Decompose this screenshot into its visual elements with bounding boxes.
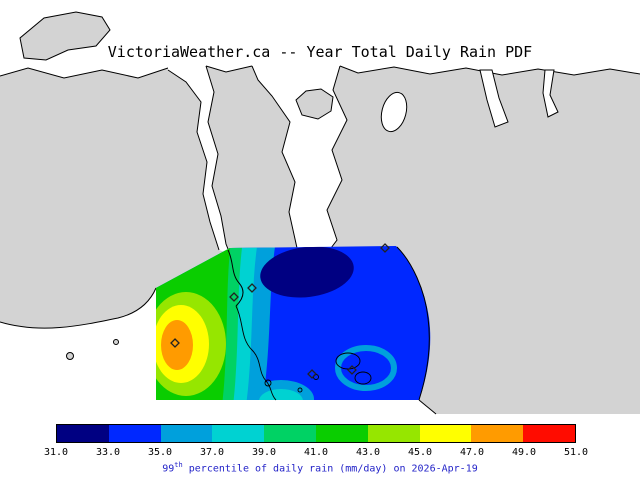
station-marker — [380, 243, 390, 253]
colorbar-tick-label: 37.0 — [199, 447, 225, 458]
northeast-inlet — [479, 69, 509, 128]
island-outline — [354, 371, 372, 385]
inlet-channel-water — [168, 66, 230, 254]
colorbar-segment — [471, 425, 524, 442]
inlet-east-coastline — [205, 65, 231, 255]
colorbar-tick-label: 43.0 — [355, 447, 381, 458]
station-marker — [170, 338, 180, 348]
islet-outline — [297, 387, 303, 393]
caption-percentile-number: 99 — [162, 463, 175, 475]
offshore-islet — [66, 352, 74, 360]
colorbar-tick-label: 31.0 — [43, 447, 69, 458]
colorbar — [56, 424, 576, 443]
coastline-region-corner — [418, 399, 437, 415]
upper-left-island — [19, 11, 111, 61]
colorbar-segment — [315, 425, 368, 442]
colorbar-segment — [264, 425, 316, 442]
north-coastline-west — [0, 67, 169, 79]
colorbar-segment — [419, 425, 472, 442]
colorbar-tick-labels: 31.0 33.0 35.0 37.0 39.0 41.0 43.0 45.0 47.0 49.0… — [0, 447, 640, 459]
colorbar-segment — [212, 425, 265, 442]
offshore-islet — [113, 339, 119, 345]
caption-percentile-superscript: th — [174, 461, 183, 469]
east-coastline-arc — [396, 246, 430, 401]
inlet-west-coastline — [167, 69, 220, 251]
station-marker — [247, 283, 257, 293]
north-coastline-peninsula — [205, 65, 253, 73]
northeast-inlet — [542, 69, 559, 118]
island-outline — [335, 352, 361, 370]
islet-outline — [264, 379, 272, 387]
station-marker — [307, 369, 317, 379]
contour-region — [156, 246, 431, 400]
colorbar-tick-label: 49.0 — [511, 447, 537, 458]
caption-text: percentile of daily rain (mm/day) on 202… — [182, 463, 478, 475]
peninsula-east-coastline — [251, 65, 298, 249]
colorbar-tick-label: 47.0 — [459, 447, 485, 458]
colorbar-segment — [57, 425, 109, 442]
colorbar-tick-label: 39.0 — [251, 447, 277, 458]
peninsula-tip-coastline — [227, 249, 244, 307]
inland-lake — [380, 91, 408, 133]
contour-band-31-33-min — [260, 246, 354, 298]
sea-below-region — [156, 400, 436, 414]
colorbar-tick-label: 41.0 — [303, 447, 329, 458]
colorbar-segment — [367, 425, 420, 442]
page-title: VictoriaWeather.ca -- Year Total Daily R… — [107, 43, 533, 61]
caption: 99th percentile of daily rain (mm/day) o… — [0, 461, 640, 474]
south-coastline — [0, 287, 157, 329]
colorbar-tick-label: 33.0 — [95, 447, 121, 458]
colorbar-segment — [108, 425, 161, 442]
colorbar-segment — [160, 425, 213, 442]
strait-east-coastline — [326, 65, 348, 249]
victoria-shoreline — [235, 305, 277, 401]
colorbar-tick-label: 45.0 — [407, 447, 433, 458]
colorbar-tick-label: 51.0 — [563, 447, 589, 458]
station-marker — [347, 365, 357, 375]
strait-island — [295, 88, 334, 120]
colorbar-segment — [523, 425, 575, 442]
contour-pocket-37-39 — [259, 389, 303, 400]
sea-water — [0, 288, 156, 414]
station-marker — [229, 292, 239, 302]
contour-ring-35-37 — [335, 345, 397, 391]
colorbar-tick-label: 35.0 — [147, 447, 173, 458]
